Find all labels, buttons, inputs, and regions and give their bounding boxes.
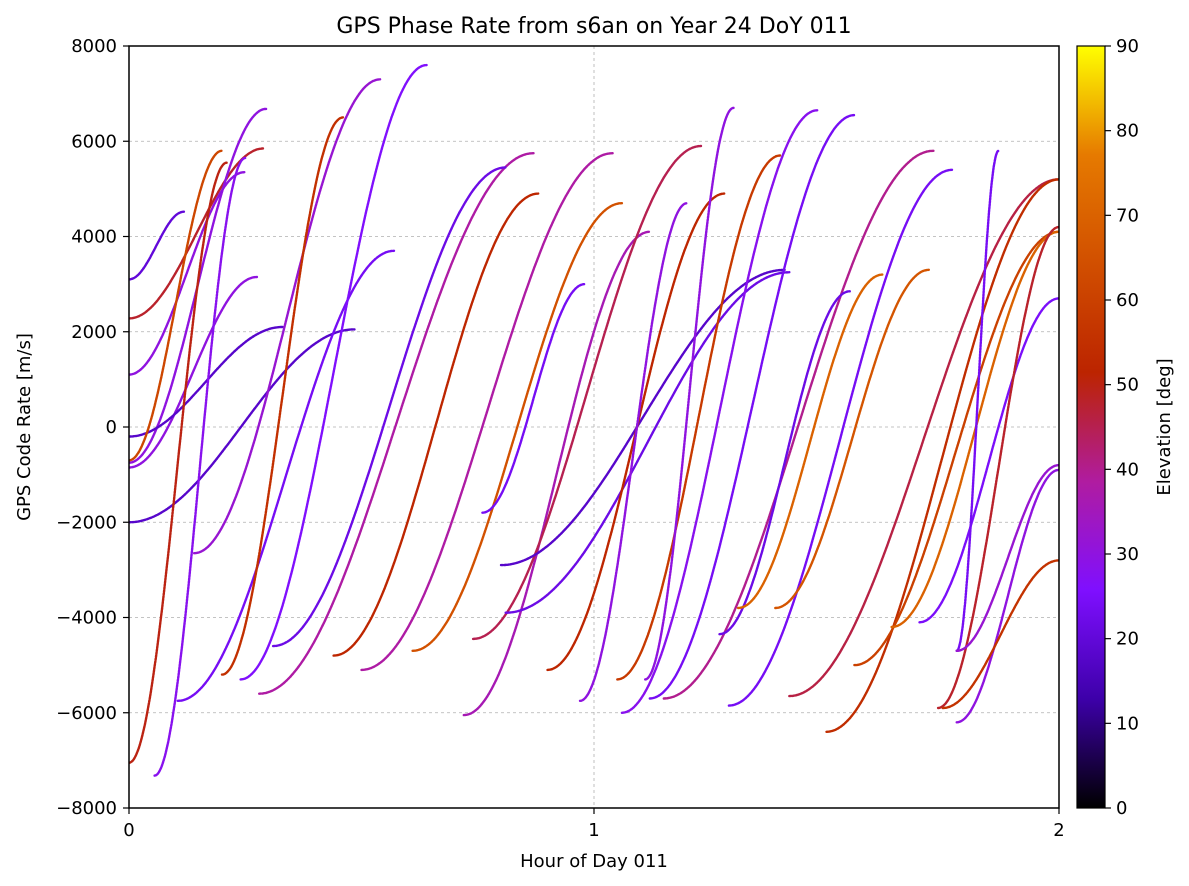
series-arc-45	[943, 560, 1059, 708]
colorbar	[1077, 46, 1105, 808]
x-tick-label: 1	[588, 820, 599, 841]
y-tick-label: 6000	[71, 131, 117, 152]
colorbar-label: Elevation [deg]	[1154, 358, 1175, 495]
series-arc-09	[155, 158, 246, 776]
colorbar-tick-label: 50	[1116, 375, 1139, 396]
x-axis-label: Hour of Day 011	[520, 851, 668, 872]
colorbar-tick-label: 30	[1116, 544, 1139, 565]
series-arc-33	[729, 170, 952, 706]
series-arc-01	[129, 212, 184, 280]
x-tick-label: 0	[123, 820, 134, 841]
y-tick-label: 0	[106, 417, 117, 438]
y-tick-label: 8000	[71, 36, 117, 57]
y-tick-label: 2000	[71, 322, 117, 343]
series-arc-36	[789, 179, 1059, 696]
colorbar-tick-label: 70	[1116, 205, 1139, 226]
series-arc-30	[650, 115, 855, 698]
colorbar-ticks: 0 10 20 30 40 50 60 70 80 90	[1105, 36, 1139, 819]
y-axis-ticks: −8000 −6000 −4000 −2000 0 2000 4000 6000 8000	[56, 36, 129, 819]
y-tick-label: −2000	[56, 512, 117, 533]
colorbar-tick-label: 90	[1116, 36, 1139, 57]
series-arc-23	[501, 270, 785, 565]
x-tick-label: 2	[1053, 820, 1064, 841]
series-arc-22	[482, 284, 584, 513]
series-arc-31	[664, 151, 934, 699]
colorbar-tick-label: 80	[1116, 121, 1139, 142]
series-arc-07	[129, 329, 355, 522]
series-arc-15	[259, 153, 533, 694]
series-arc-03	[129, 172, 244, 374]
y-tick-label: −8000	[56, 798, 117, 819]
chart-title: GPS Phase Rate from s6an on Year 24 DoY …	[336, 14, 851, 39]
y-tick-label: −6000	[56, 703, 117, 724]
y-tick-label: −4000	[56, 608, 117, 629]
x-axis-ticks: 0 1 2	[123, 808, 1064, 841]
colorbar-tick-label: 40	[1116, 459, 1139, 480]
series-arc-42	[957, 151, 999, 651]
colorbar-tick-label: 60	[1116, 290, 1139, 311]
series-arc-14	[241, 65, 427, 679]
colorbar-tick-label: 0	[1116, 798, 1127, 819]
y-axis-label: GPS Code Rate [m/s]	[14, 333, 35, 521]
colorbar-tick-label: 20	[1116, 629, 1139, 650]
series-arc-35	[775, 270, 929, 608]
y-tick-label: 4000	[71, 227, 117, 248]
colorbar-tick-label: 10	[1116, 713, 1139, 734]
